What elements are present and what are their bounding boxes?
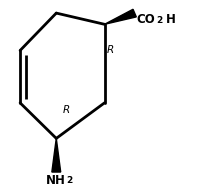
Text: 2: 2 [155,16,161,25]
Text: CO: CO [136,13,155,26]
Text: R: R [62,105,69,115]
Text: H: H [165,13,175,26]
Text: R: R [106,45,113,56]
Polygon shape [104,9,136,24]
Text: NH: NH [46,174,66,187]
Text: 2: 2 [66,176,72,185]
Polygon shape [52,138,60,172]
